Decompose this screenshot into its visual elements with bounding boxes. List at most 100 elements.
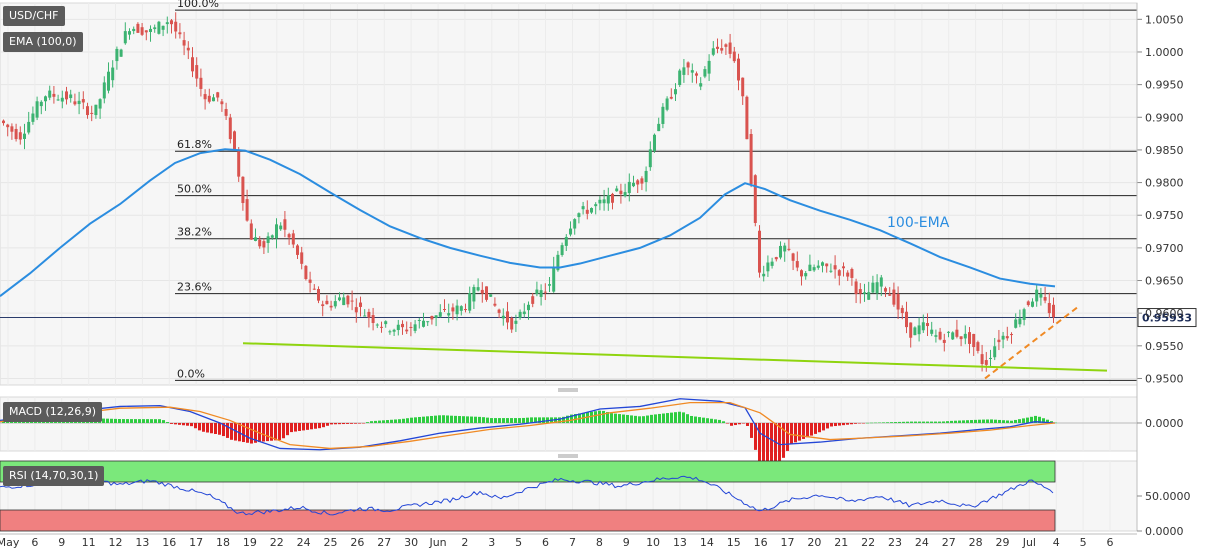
macd-histogram-bar bbox=[278, 422, 281, 440]
macd-histogram-bar bbox=[566, 415, 569, 423]
candle-body bbox=[128, 31, 131, 35]
candle-body bbox=[254, 237, 257, 241]
x-tick-label: 3 bbox=[488, 536, 495, 549]
candle-body bbox=[308, 279, 312, 283]
candle-body bbox=[707, 60, 711, 74]
macd-histogram-bar bbox=[830, 422, 833, 427]
macd-histogram-bar bbox=[114, 418, 117, 423]
candle-body bbox=[350, 300, 354, 302]
candle-body bbox=[438, 312, 442, 317]
candle-body bbox=[178, 32, 182, 35]
candle-body bbox=[728, 42, 732, 54]
candle-body bbox=[787, 248, 791, 250]
candle-body bbox=[300, 252, 304, 264]
candle-body bbox=[821, 262, 824, 266]
signal-line bbox=[0, 401, 1056, 450]
macd-histogram-bar bbox=[402, 418, 405, 423]
macd-histogram-bar bbox=[530, 417, 533, 423]
macd-histogram-bar bbox=[318, 422, 321, 429]
candle-body bbox=[333, 301, 337, 307]
macd-histogram-bar bbox=[994, 419, 997, 423]
macd-histogram-bar bbox=[274, 422, 277, 441]
candle-body bbox=[325, 300, 329, 305]
candle-body bbox=[842, 266, 845, 269]
candle-body bbox=[741, 77, 745, 97]
macd-histogram-bar bbox=[182, 422, 185, 426]
macd-histogram-bar bbox=[686, 414, 689, 423]
candle-body bbox=[329, 305, 333, 308]
macd-histogram-bar bbox=[610, 413, 613, 423]
candle-body bbox=[98, 99, 102, 109]
macd-histogram-bar bbox=[330, 422, 333, 425]
candle-body bbox=[245, 199, 249, 221]
candle-body bbox=[703, 69, 707, 77]
macd-histogram-bar bbox=[598, 410, 601, 423]
macd-histogram-bar bbox=[162, 420, 165, 423]
macd-histogram-bar bbox=[766, 422, 769, 466]
candle-body bbox=[10, 126, 14, 132]
macd-histogram-bar bbox=[122, 419, 125, 423]
candle-body bbox=[611, 193, 614, 203]
candle-body bbox=[594, 204, 598, 207]
candle-body bbox=[724, 44, 728, 47]
candle-body bbox=[472, 287, 476, 302]
macd-histogram-bar bbox=[386, 420, 389, 423]
macd-histogram-bar bbox=[1014, 419, 1017, 423]
candle-body bbox=[258, 239, 262, 247]
candle-body bbox=[665, 98, 669, 110]
macd-histogram-bar bbox=[190, 422, 193, 427]
macd-histogram-bar bbox=[474, 416, 477, 423]
macd-histogram-bar bbox=[846, 422, 849, 425]
candle-body bbox=[879, 277, 883, 287]
x-tick-label: 17 bbox=[780, 536, 794, 549]
macd-histogram-bar bbox=[470, 416, 473, 423]
candle-body bbox=[770, 261, 774, 266]
macd-histogram-bar bbox=[698, 417, 701, 423]
candle-body bbox=[518, 311, 522, 318]
macd-histogram-bar bbox=[654, 414, 657, 423]
candle-body bbox=[896, 293, 900, 310]
x-tick-label: 21 bbox=[834, 536, 848, 549]
price-tick-label: 0.9600 bbox=[1145, 307, 1184, 320]
candle-body bbox=[871, 282, 875, 293]
x-tick-label: 13 bbox=[135, 536, 149, 549]
candle-body bbox=[510, 317, 514, 330]
macd-histogram-bar bbox=[838, 422, 841, 426]
candle-body bbox=[144, 30, 148, 33]
candle-body bbox=[279, 225, 283, 230]
macd-histogram-bar bbox=[570, 414, 573, 423]
candle-body bbox=[711, 48, 715, 55]
macd-histogram-bar bbox=[482, 417, 485, 423]
price-tick-label: 0.9550 bbox=[1145, 340, 1184, 353]
candle-body bbox=[825, 263, 829, 267]
candle-body bbox=[674, 89, 677, 95]
macd-histogram-bar bbox=[138, 419, 141, 423]
macd-histogram-bar bbox=[810, 422, 813, 436]
x-tick-label: 29 bbox=[995, 536, 1009, 549]
macd-histogram-bar bbox=[542, 417, 545, 423]
macd-histogram-bar bbox=[170, 422, 173, 424]
candle-body bbox=[653, 134, 656, 152]
candle-body bbox=[963, 333, 967, 339]
macd-histogram-bar bbox=[798, 422, 801, 441]
macd-histogram-bar bbox=[270, 422, 273, 441]
macd-histogram-bar bbox=[834, 422, 837, 427]
x-tick-label: 28 bbox=[969, 536, 983, 549]
last-price-label: 0.95933 bbox=[1142, 312, 1192, 325]
candle-body bbox=[564, 236, 568, 246]
macd-histogram-bar bbox=[306, 422, 309, 430]
x-tick-label: 25 bbox=[324, 536, 338, 549]
price-tick-label: 1.0000 bbox=[1145, 46, 1184, 59]
macd-histogram-bar bbox=[898, 421, 901, 423]
candle-body bbox=[161, 25, 165, 30]
macd-histogram-bar bbox=[502, 418, 505, 423]
macd-histogram-bar bbox=[218, 422, 221, 435]
candle-body bbox=[388, 331, 392, 333]
macd-histogram-bar bbox=[198, 422, 201, 431]
macd-histogram-bar bbox=[338, 422, 341, 425]
symbol-badge: USD/CHF bbox=[3, 6, 65, 26]
macd-histogram-bar bbox=[1038, 416, 1041, 423]
candle-body bbox=[18, 132, 22, 140]
macd-histogram-bar bbox=[690, 415, 693, 423]
macd-histogram-bar bbox=[702, 417, 705, 423]
